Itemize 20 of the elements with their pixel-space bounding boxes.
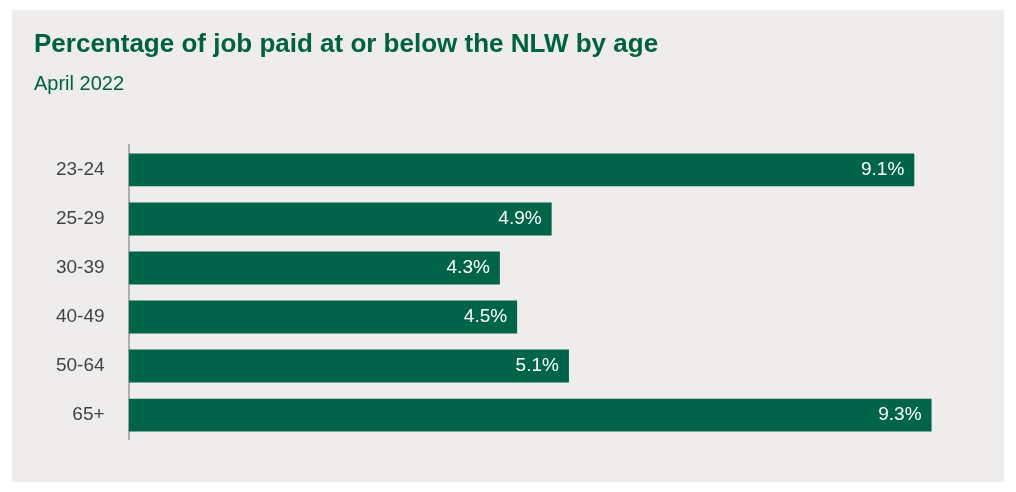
y-tick-label: 23-24 <box>55 158 106 180</box>
bar <box>128 251 500 285</box>
bar <box>128 300 518 334</box>
bar <box>128 349 569 383</box>
data-label: 5.1% <box>515 354 560 376</box>
data-label: 9.3% <box>878 403 922 425</box>
y-tick-label: 40-49 <box>55 305 105 327</box>
y-tick-label: 65+ <box>72 403 105 425</box>
y-tick-label: 25-29 <box>55 207 105 229</box>
chart-subtitle: April 2022 <box>34 72 125 95</box>
data-label: 4.3% <box>446 256 490 278</box>
y-tick-label: 30-39 <box>55 256 105 278</box>
bar <box>128 398 932 432</box>
y-tick-label: 50-64 <box>55 354 106 376</box>
bar <box>128 202 552 236</box>
bar <box>128 153 915 187</box>
data-label: 9.1% <box>860 158 905 180</box>
chart-title: Percentage of job paid at or below the NLW by age <box>34 28 659 59</box>
data-label: 4.9% <box>498 207 542 229</box>
data-label: 4.5% <box>463 305 508 327</box>
